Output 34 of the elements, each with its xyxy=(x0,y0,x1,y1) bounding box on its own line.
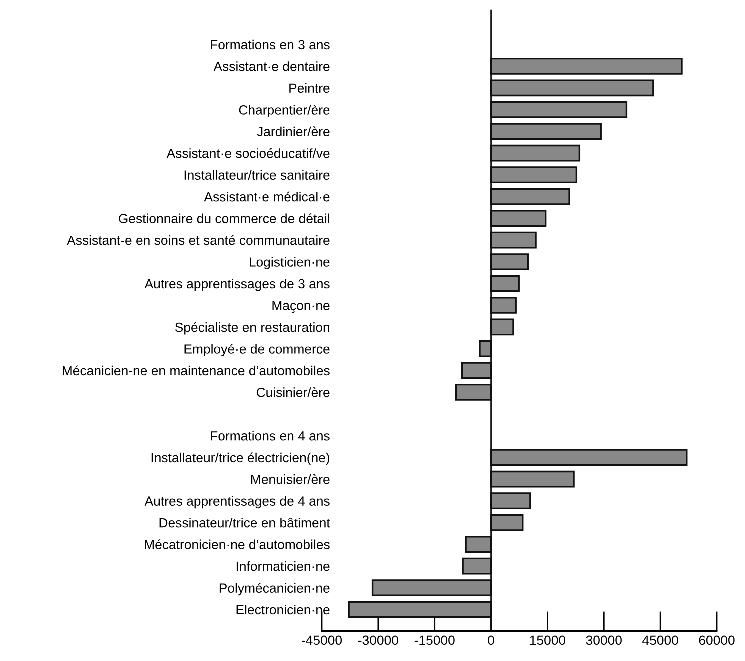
y-tick-label: Autres apprentissages de 4 ans xyxy=(144,496,330,509)
y-tick-label: Installateur/trice électricien(ne) xyxy=(152,452,330,466)
y-tick-label: Peintre xyxy=(290,83,330,94)
y-tick-label: Logisticien·ne xyxy=(250,257,330,270)
y-tick-label: Assistant-e en soins et santé communautaire xyxy=(67,235,330,246)
x-tick-label: 45000 xyxy=(642,636,678,646)
x-tick-label: 0 xyxy=(488,636,494,646)
x-tick-label: -30000 xyxy=(358,636,398,646)
y-tick-label: Jardinier/ère xyxy=(257,126,330,137)
y-tick-label: Assistant·e socioéducatif/ve xyxy=(166,148,330,158)
y-tick-label: Mécanicien-ne en maintenance d’automobiles xyxy=(62,366,330,376)
y-tick-label: Employé·e de commerce xyxy=(184,344,330,357)
y-tick-label: Spécialiste en restauration xyxy=(175,322,330,335)
y-tick-label: Mécatronicien·ne d’automobiles xyxy=(145,540,330,550)
y-tick-label: Assistant·e dentaire xyxy=(214,62,330,72)
y-tick-label: Autres apprentissages de 3 ans xyxy=(144,278,330,292)
y-tick-label: Cuisinier/ère xyxy=(256,387,330,398)
x-tick-label: -15000 xyxy=(414,636,455,646)
y-tick-label: Assistant·e médical·e xyxy=(204,192,330,202)
y-tick-label: Menuisier/ère xyxy=(251,474,330,484)
x-tick-label: -45000 xyxy=(302,636,342,646)
y-tick-label: Dessinateur/trice en bâtiment xyxy=(160,518,330,528)
y-tick-label: Formations en 4 ans xyxy=(211,431,330,441)
y-tick-label: Charpentier/ère xyxy=(239,105,330,118)
y-tick-label: Gestionnaire du commerce de détail xyxy=(119,214,330,224)
y-tick-label: Maçon·ne xyxy=(272,301,330,314)
y-tick-label: Formations en 3 ans xyxy=(211,40,330,50)
x-tick-label: 60000 xyxy=(699,636,735,646)
x-tick-label: 30000 xyxy=(586,636,622,646)
y-tick-label: Electronicien·ne xyxy=(236,604,330,615)
y-tick-label: Polymécanicien·ne xyxy=(220,583,330,596)
x-tick-label: 15000 xyxy=(530,636,566,646)
y-tick-label: Installateur/trice sanitaire xyxy=(184,170,330,180)
y-tick-label: Informaticien·ne xyxy=(236,561,330,572)
